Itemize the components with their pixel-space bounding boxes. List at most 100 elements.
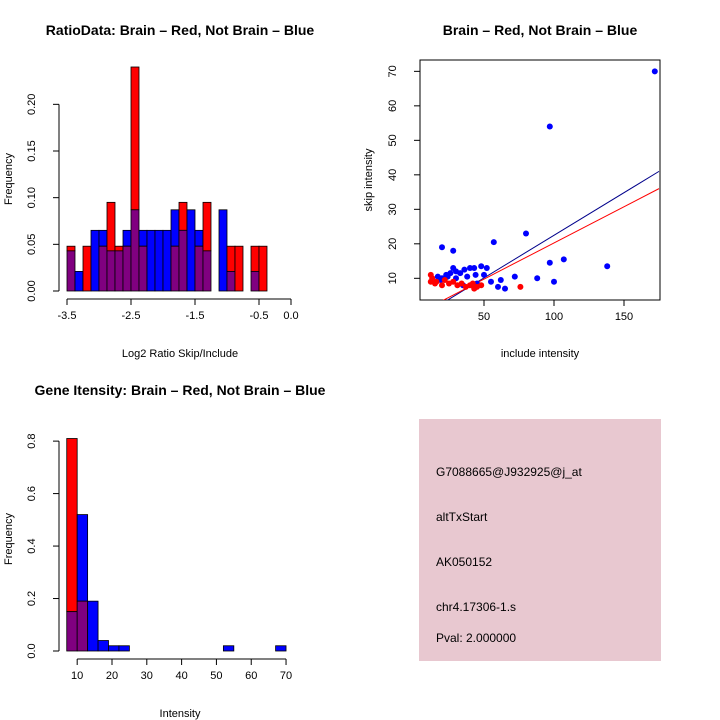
histogram-bar-overlap <box>138 245 148 292</box>
y-tick-label: 60 <box>387 100 399 112</box>
scatter-point <box>534 275 541 282</box>
fit-line <box>442 188 660 300</box>
scatter-point <box>450 264 457 271</box>
scatter-point <box>469 280 476 287</box>
histogram-bar <box>170 209 180 247</box>
scatter-title: Brain – Red, Not Brain – Blue <box>443 22 638 38</box>
scatter-point <box>483 264 490 271</box>
fit-line <box>446 170 660 300</box>
ratio-histogram-y-axis: 0.00 0.05 0.10 0.15 0.20 <box>26 94 60 302</box>
scatter-point <box>497 277 504 284</box>
y-tick-label: 0.0 <box>26 643 38 658</box>
histogram-bar-overlap <box>194 245 204 292</box>
probe-id-text: G7088665@J932925@j_at <box>436 465 582 479</box>
x-tick-label: 0.0 <box>283 310 298 322</box>
histogram-bar-overlap <box>250 270 260 292</box>
x-tick-label: -1.5 <box>186 310 205 322</box>
scatter-point <box>517 283 524 290</box>
x-tick-label: 20 <box>106 670 118 682</box>
x-tick-label: 40 <box>175 670 187 682</box>
scatter-point <box>427 278 434 285</box>
intensity-histogram-panel: Gene Itensity: Brain – Red, Not Brain – … <box>3 382 326 720</box>
scatter-point <box>490 239 497 246</box>
y-tick-label: 40 <box>387 169 399 181</box>
histogram-bar <box>66 245 76 252</box>
scatter-point <box>546 123 553 130</box>
y-tick-label: 50 <box>387 134 399 146</box>
y-tick-label: 20 <box>387 238 399 250</box>
scatter-point <box>450 247 457 254</box>
histogram-bar <box>258 245 268 292</box>
scatter-ylabel: skip intensity <box>363 148 375 211</box>
histogram-bar <box>98 229 108 247</box>
histogram-bar <box>114 245 124 252</box>
scatter-point <box>472 271 479 278</box>
ratio-histogram-ylabel: Frequency <box>3 153 15 205</box>
histogram-bar-overlap <box>76 600 89 652</box>
scatter-points <box>427 68 658 292</box>
histogram-bar <box>154 229 164 292</box>
info-box <box>419 419 661 661</box>
scatter-point <box>604 263 611 270</box>
scatter-point <box>511 273 518 280</box>
histogram-bar-overlap <box>122 245 132 292</box>
ratio-histogram-x-axis: -3.5 -2.5 -1.5 -0.5 0.0 <box>58 298 299 322</box>
x-tick-label: 60 <box>245 670 257 682</box>
histogram-bar <box>250 245 260 272</box>
histogram-bar <box>146 229 156 292</box>
y-tick-label: 0.8 <box>26 433 38 448</box>
scatter-x-axis: 50 100 150 <box>478 299 633 323</box>
histogram-bar-overlap <box>170 245 180 292</box>
histogram-bar <box>90 229 100 292</box>
x-tick-label: 100 <box>545 311 563 323</box>
scatter-point <box>441 277 448 284</box>
scatter-point <box>464 273 471 280</box>
scatter-point <box>439 282 445 289</box>
histogram-bar-overlap <box>178 229 188 292</box>
x-tick-label: -0.5 <box>250 310 269 322</box>
histogram-bar <box>226 245 236 272</box>
y-tick-label: 0.2 <box>26 591 38 606</box>
pval-text: Pval: 2.000000 <box>436 631 516 645</box>
histogram-bar <box>108 645 120 652</box>
histogram-bar-overlap <box>130 209 140 292</box>
info-panel: G7088665@J932925@j_at altTxStart AK05015… <box>419 419 661 661</box>
scatter-point <box>471 264 478 271</box>
scatter-point <box>488 278 494 285</box>
histogram-bar-overlap <box>226 270 236 292</box>
y-tick-label: 0.00 <box>26 280 38 301</box>
scatter-plot-box <box>419 59 661 301</box>
ratio-histogram-title: RatioData: Brain – Red, Not Brain – Blue <box>46 22 315 38</box>
x-tick-label: 50 <box>478 311 490 323</box>
histogram-bar <box>97 640 109 652</box>
histogram-bar-overlap <box>66 611 78 652</box>
y-tick-label: 70 <box>387 65 399 77</box>
histogram-bar <box>87 600 99 652</box>
scatter-point <box>495 283 501 290</box>
scatter-point <box>457 270 464 277</box>
histogram-bar <box>130 66 140 211</box>
histogram-bar <box>222 645 235 652</box>
scatter-point <box>446 280 452 287</box>
scatter-point <box>478 282 485 289</box>
histogram-bar <box>138 229 148 247</box>
histogram-bar <box>122 229 132 247</box>
location-text: chr4.17306-1.s <box>436 600 516 614</box>
ratio-histogram-panel: RatioData: Brain – Red, Not Brain – Blue… <box>3 22 314 360</box>
histogram-bar <box>74 270 84 292</box>
histogram-bar <box>118 645 130 652</box>
x-tick-label: -2.5 <box>122 310 141 322</box>
y-tick-label: 0.6 <box>26 486 38 501</box>
event-type-text: altTxStart <box>436 510 488 524</box>
scatter-point <box>461 266 468 273</box>
y-tick-label: 10 <box>387 272 399 284</box>
histogram-bar-overlap <box>202 250 212 292</box>
histogram-bar-overlap <box>66 250 76 292</box>
histogram-bar <box>234 245 244 292</box>
scatter-y-axis: 10 20 30 40 50 60 70 <box>387 65 421 284</box>
y-tick-label: 0.4 <box>26 538 38 553</box>
scatter-point <box>458 280 465 287</box>
histogram-bar <box>194 229 204 247</box>
scatter-panel: Brain – Red, Not Brain – Blue 50 100 150 1… <box>363 22 661 360</box>
